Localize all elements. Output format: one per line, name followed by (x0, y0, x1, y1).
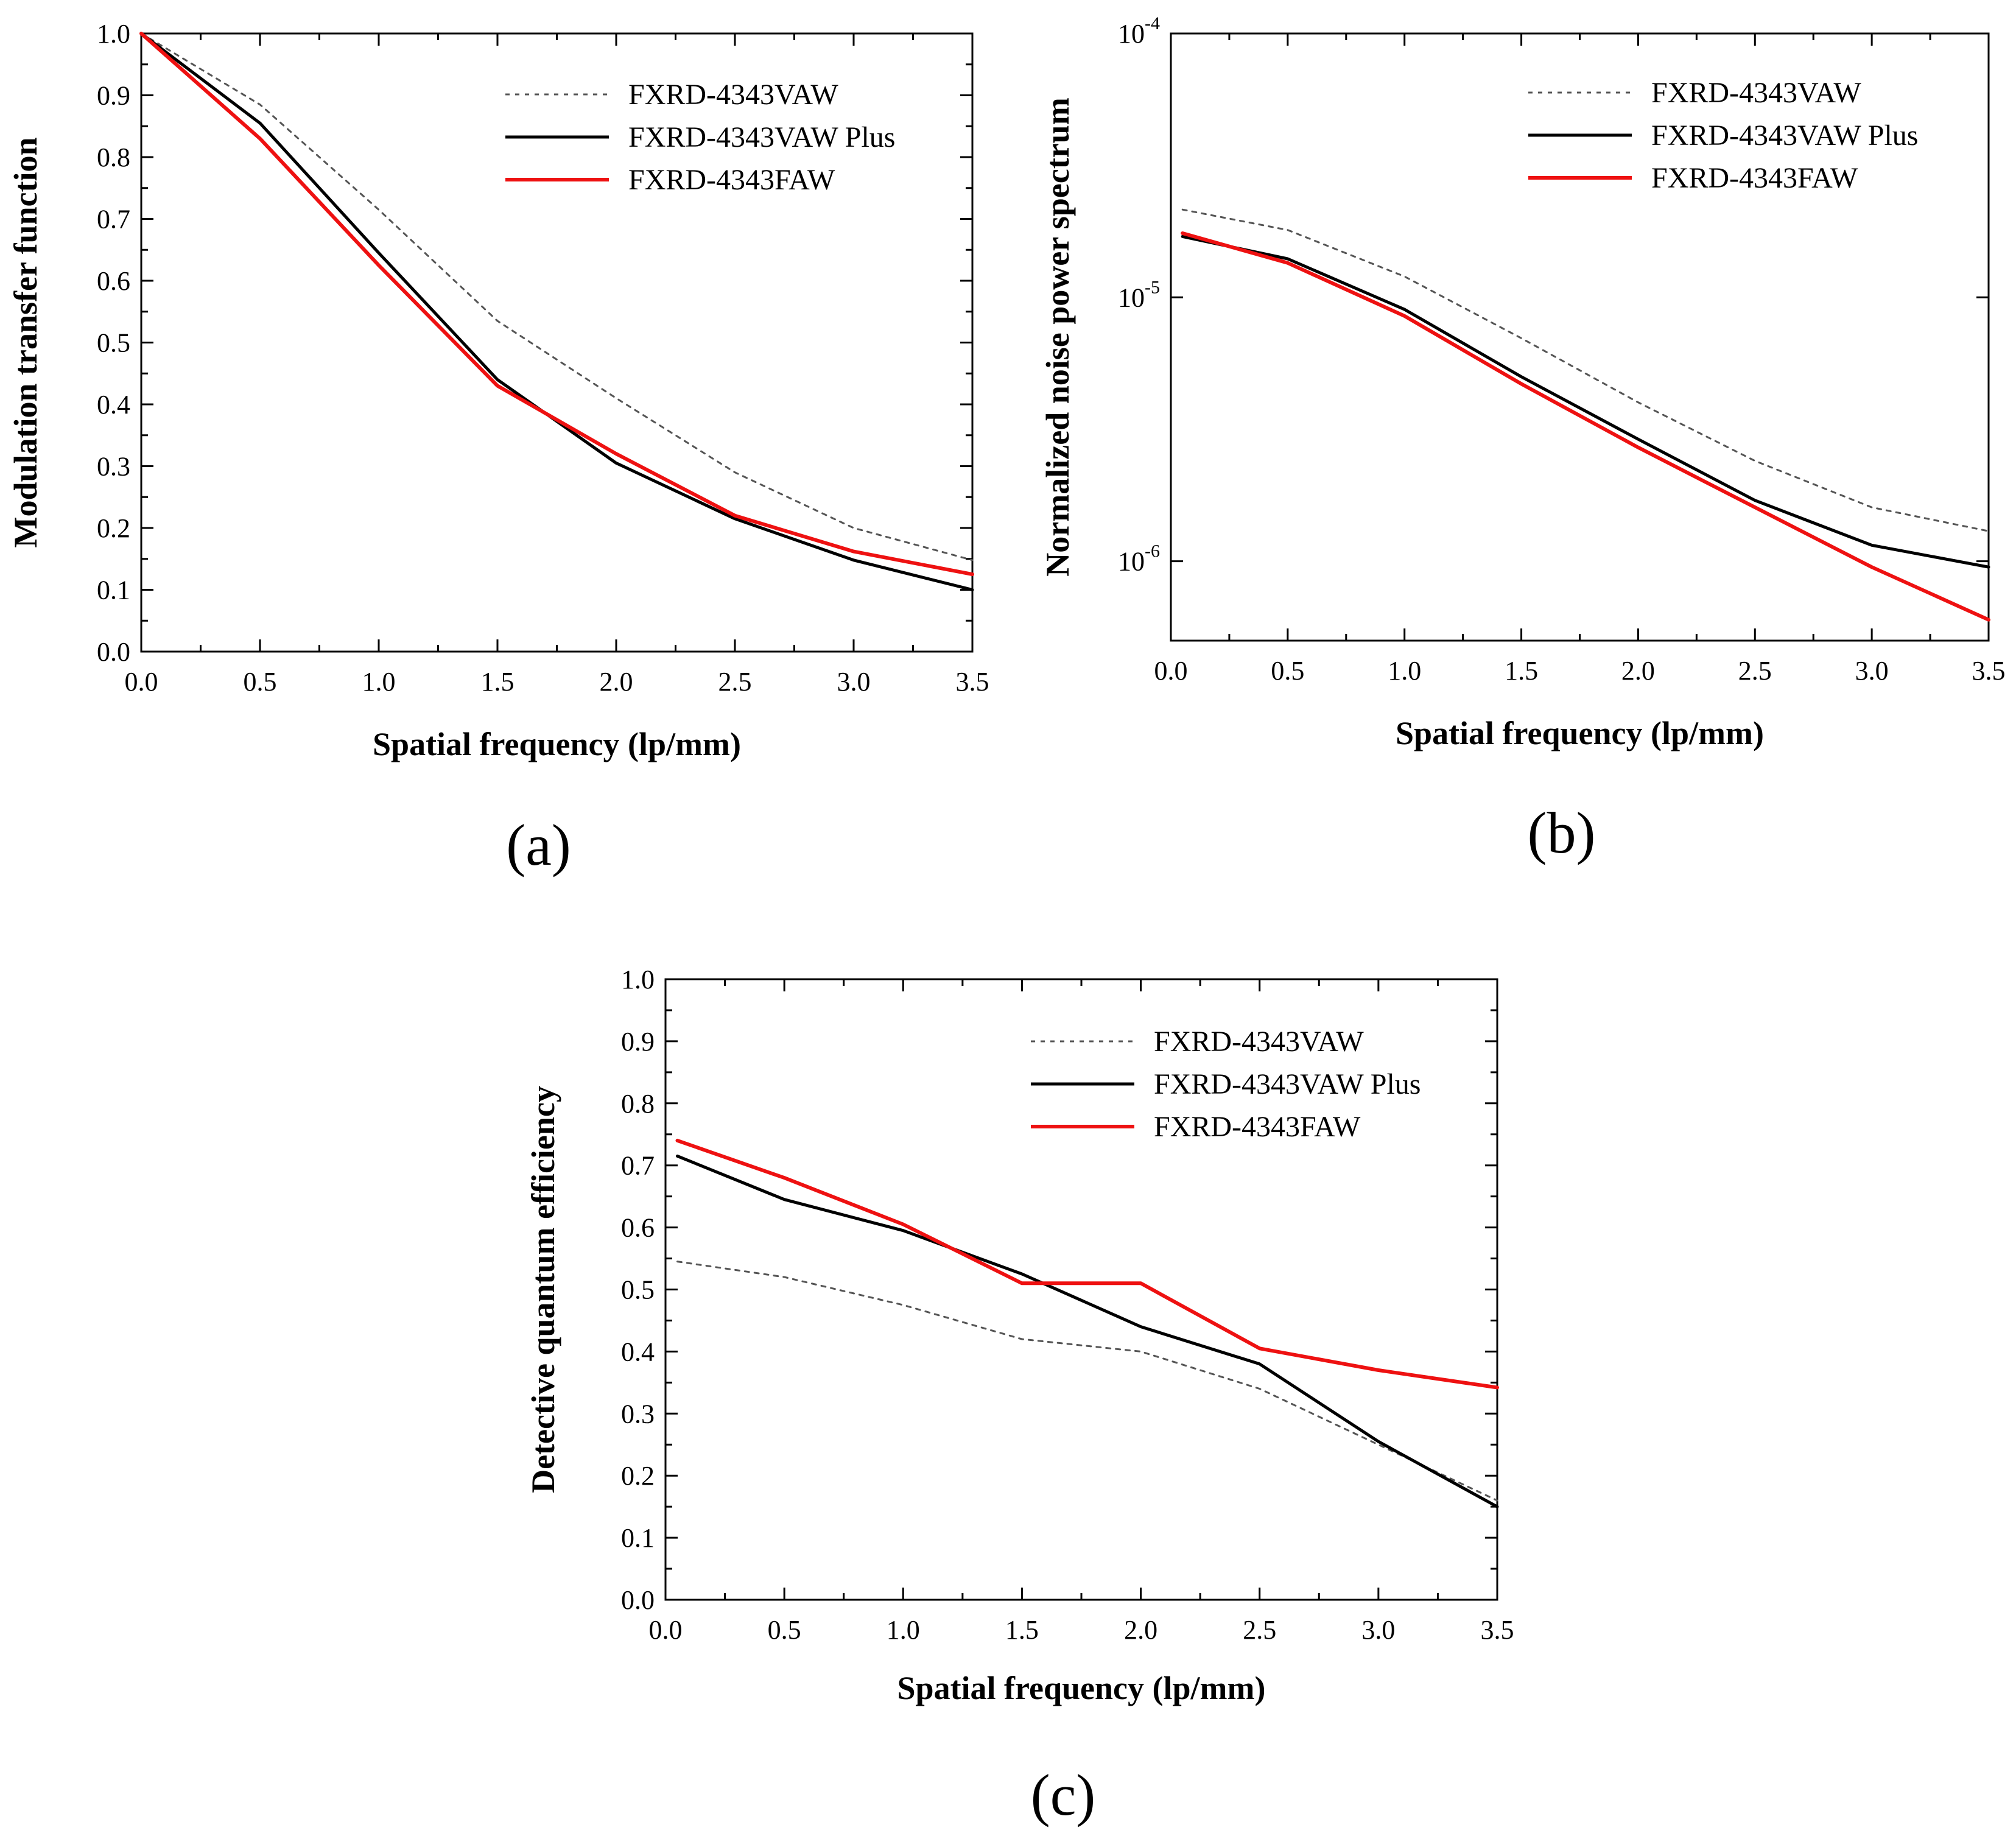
series-line-3 (675, 1138, 1499, 1390)
chart-panel-1: 0.0 0.5 1.0 1.5 2.0 2.5 3.0 3.5 0.0 0.1 0.2 0.3 0.4 0… (7, 19, 989, 878)
y-tick-label: 0.7 (621, 1151, 655, 1181)
legend-label: FXRD-4343VAW Plus (1651, 119, 1918, 152)
x-tick-label: 0.0 (649, 1615, 683, 1645)
x-tick-label: 1.5 (1005, 1615, 1039, 1645)
x-tick-label: 3.5 (1481, 1615, 1514, 1645)
x-tick-label: 2.0 (600, 667, 633, 697)
series-line-1 (676, 1261, 1498, 1502)
legend-label: FXRD-4343VAW (628, 79, 838, 111)
y-tick-label: 1.0 (621, 965, 655, 994)
x-tick-label: 2.0 (1621, 656, 1655, 686)
y-tick-label: 0.3 (97, 452, 130, 482)
x-tick-label: 0.0 (1154, 656, 1188, 686)
legend-label: FXRD-4343FAW (1154, 1111, 1361, 1143)
panel-label: (b) (1528, 800, 1596, 865)
x-tick-label: 3.5 (956, 667, 989, 697)
series-line-1 (140, 32, 974, 561)
series-line-3 (1181, 231, 1990, 622)
x-tick-label: 3.5 (1972, 656, 2006, 686)
legend-label: FXRD-4343VAW (1154, 1026, 1364, 1058)
y-tick-label: 0.9 (621, 1027, 655, 1057)
legend-label: FXRD-4343VAW Plus (1154, 1068, 1421, 1100)
y-tick-label: 0.9 (97, 81, 130, 111)
x-tick-label: 0.0 (125, 667, 158, 697)
x-tick-label: 0.5 (1271, 656, 1304, 686)
x-tick-label: 3.0 (837, 667, 871, 697)
x-tick-label: 2.5 (1243, 1615, 1276, 1645)
panel-label: (a) (506, 812, 571, 878)
y-tick-label: 0.8 (621, 1089, 655, 1119)
x-tick-label: 0.5 (244, 667, 277, 697)
y-tick-label: 0.4 (621, 1337, 655, 1367)
y-tick-label: 0.2 (97, 513, 130, 543)
x-axis-title: Spatial frequency (lp/mm) (1396, 715, 1764, 751)
y-tick-label: 0.8 (97, 142, 130, 172)
legend-label: FXRD-4343VAW (1651, 77, 1861, 109)
y-tick-label: 0.7 (97, 205, 130, 234)
y-tick-label: 0.1 (621, 1523, 655, 1553)
x-axis-title: Spatial frequency (lp/mm) (373, 726, 741, 762)
x-axis-title: Spatial frequency (lp/mm) (897, 1670, 1266, 1706)
y-tick-label: 0.5 (621, 1275, 655, 1305)
x-tick-label: 3.0 (1361, 1615, 1395, 1645)
y-tick-label: 10-4 (1118, 13, 1160, 49)
x-tick-label: 1.5 (481, 667, 515, 697)
y-axis-title: Modulation transfer function (7, 137, 44, 547)
series-line-2 (139, 32, 974, 591)
x-tick-label: 1.0 (887, 1615, 920, 1645)
y-tick-label: 0.2 (621, 1461, 655, 1491)
legend-label: FXRD-4343FAW (628, 164, 835, 196)
y-axis-title: Normalized noise power spectrum (1039, 97, 1076, 576)
y-tick-label: 0.0 (621, 1585, 655, 1615)
y-tick-label: 10-6 (1118, 541, 1160, 577)
x-tick-label: 2.0 (1124, 1615, 1157, 1645)
series-line-2 (1181, 234, 1990, 569)
x-tick-label: 3.0 (1855, 656, 1889, 686)
chart-panel-3: 0.0 0.5 1.0 1.5 2.0 2.5 3.0 3.5 0.0 0.1 0.2 0.3 0.4 0… (525, 965, 1514, 1828)
legend-label: FXRD-4343VAW Plus (628, 121, 895, 153)
y-axis-title: Detective quantum efficiency (525, 1086, 561, 1493)
series-line-3 (139, 32, 974, 577)
x-tick-label: 2.5 (718, 667, 752, 697)
y-tick-label: 0.1 (97, 575, 130, 605)
series-line-1 (1181, 208, 1990, 532)
chart-panel-2: 0.0 0.5 1.0 1.5 2.0 2.5 3.0 3.5 10-4 10-5 10-6 Spat… (1039, 13, 2006, 865)
y-tick-label: 0.6 (97, 266, 130, 296)
panel-label: (c) (1031, 1762, 1096, 1828)
y-tick-label: 0.0 (97, 637, 130, 667)
y-tick-label: 1.0 (97, 19, 130, 49)
y-tick-label: 0.6 (621, 1213, 655, 1243)
legend-label: FXRD-4343FAW (1651, 162, 1858, 194)
x-tick-label: 2.5 (1738, 656, 1772, 686)
x-tick-label: 1.0 (1388, 656, 1421, 686)
x-tick-label: 1.5 (1505, 656, 1538, 686)
y-tick-label: 0.5 (97, 328, 130, 358)
y-tick-label: 0.4 (97, 390, 130, 420)
y-tick-label: 10-5 (1118, 277, 1160, 312)
y-tick-label: 0.3 (621, 1399, 655, 1429)
x-tick-label: 1.0 (362, 667, 396, 697)
x-tick-label: 0.5 (768, 1615, 801, 1645)
series-line-2 (676, 1154, 1499, 1508)
